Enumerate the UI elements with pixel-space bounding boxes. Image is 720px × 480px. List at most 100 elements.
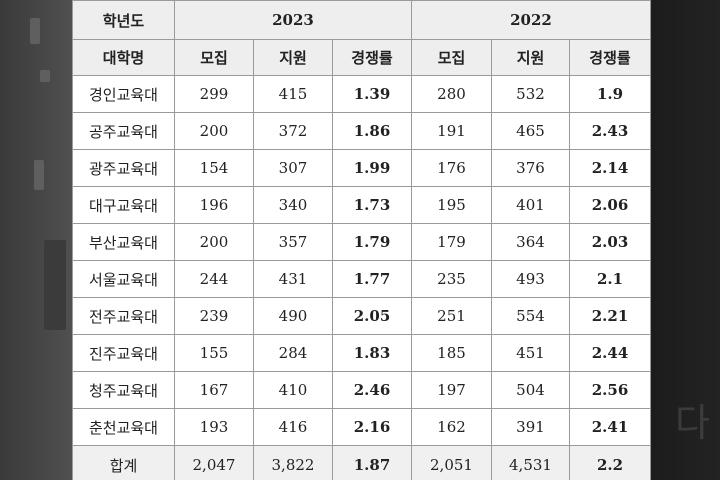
recruit-2022-cell: 185 <box>411 334 492 372</box>
background-mark <box>44 240 66 330</box>
university-name-cell: 경인교육대 <box>72 75 175 113</box>
applicants-2022-cell: 364 <box>491 223 570 261</box>
table-row: 전주교육대 239 490 2.05 251 554 2.21 <box>72 297 651 335</box>
recruit-2023-cell: 155 <box>174 334 254 372</box>
admission-table-container: 학년도 2023 2022 대학명 모집 지원 경쟁률 모집 지원 경쟁률 경인… <box>72 0 651 480</box>
applicants-2023-cell: 307 <box>253 149 333 187</box>
applicants-2023-cell: 410 <box>253 371 333 409</box>
background-left-panel <box>0 0 72 480</box>
recruit-2023-cell: 299 <box>174 75 254 113</box>
column-header-recruit-2022: 모집 <box>411 39 492 76</box>
table-total-row: 합계 2,047 3,822 1.87 2,051 4,531 2.2 <box>72 445 651 480</box>
recruit-2022-cell: 195 <box>411 186 492 224</box>
column-header-recruit-2023: 모집 <box>174 39 254 76</box>
column-header-applicants-2023: 지원 <box>253 39 333 76</box>
recruit-2023-cell: 193 <box>174 408 254 446</box>
applicants-2022-cell: 401 <box>491 186 570 224</box>
background-mark <box>30 18 40 44</box>
table-header-years-row: 학년도 2023 2022 <box>72 0 651 40</box>
admission-competition-table: 학년도 2023 2022 대학명 모집 지원 경쟁률 모집 지원 경쟁률 경인… <box>72 0 651 480</box>
university-name-cell: 전주교육대 <box>72 297 175 335</box>
applicants-2023-cell: 431 <box>253 260 333 298</box>
recruit-2023-cell: 244 <box>174 260 254 298</box>
column-header-competition-2022: 경쟁률 <box>569 39 651 76</box>
university-name-cell: 공주교육대 <box>72 112 175 150</box>
applicants-2023-cell: 415 <box>253 75 333 113</box>
competition-2022-cell: 2.41 <box>569 408 651 446</box>
total-applicants-2023: 3,822 <box>253 445 333 480</box>
year-label-cell: 학년도 <box>72 0 175 40</box>
total-competition-2023: 1.87 <box>332 445 412 480</box>
competition-2022-cell: 2.06 <box>569 186 651 224</box>
table-row: 공주교육대 200 372 1.86 191 465 2.43 <box>72 112 651 150</box>
total-competition-2022: 2.2 <box>569 445 651 480</box>
column-header-applicants-2022: 지원 <box>491 39 570 76</box>
applicants-2023-cell: 372 <box>253 112 333 150</box>
applicants-2022-cell: 451 <box>491 334 570 372</box>
university-name-cell: 청주교육대 <box>72 371 175 409</box>
recruit-2022-cell: 179 <box>411 223 492 261</box>
competition-2023-cell: 1.77 <box>332 260 412 298</box>
applicants-2022-cell: 465 <box>491 112 570 150</box>
competition-2022-cell: 2.21 <box>569 297 651 335</box>
total-label-cell: 합계 <box>72 445 175 480</box>
competition-2023-cell: 2.16 <box>332 408 412 446</box>
table-row: 광주교육대 154 307 1.99 176 376 2.14 <box>72 149 651 187</box>
competition-2022-cell: 2.1 <box>569 260 651 298</box>
competition-2022-cell: 2.43 <box>569 112 651 150</box>
recruit-2023-cell: 239 <box>174 297 254 335</box>
university-name-cell: 대구교육대 <box>72 186 175 224</box>
total-applicants-2022: 4,531 <box>491 445 570 480</box>
applicants-2022-cell: 554 <box>491 297 570 335</box>
competition-2023-cell: 2.05 <box>332 297 412 335</box>
university-name-cell: 춘천교육대 <box>72 408 175 446</box>
university-name-cell: 서울교육대 <box>72 260 175 298</box>
applicants-2023-cell: 284 <box>253 334 333 372</box>
applicants-2023-cell: 490 <box>253 297 333 335</box>
recruit-2023-cell: 200 <box>174 223 254 261</box>
background-mark <box>34 160 44 190</box>
column-header-competition-2023: 경쟁률 <box>332 39 412 76</box>
table-header-columns-row: 대학명 모집 지원 경쟁률 모집 지원 경쟁률 <box>72 39 651 76</box>
university-name-cell: 진주교육대 <box>72 334 175 372</box>
background-mark <box>40 70 50 82</box>
year-2023-header: 2023 <box>174 0 412 40</box>
applicants-2022-cell: 504 <box>491 371 570 409</box>
recruit-2023-cell: 200 <box>174 112 254 150</box>
applicants-2023-cell: 416 <box>253 408 333 446</box>
total-recruit-2022: 2,051 <box>411 445 492 480</box>
table-row: 청주교육대 167 410 2.46 197 504 2.56 <box>72 371 651 409</box>
competition-2023-cell: 1.83 <box>332 334 412 372</box>
competition-2023-cell: 1.99 <box>332 149 412 187</box>
applicants-2022-cell: 376 <box>491 149 570 187</box>
competition-2022-cell: 1.9 <box>569 75 651 113</box>
competition-2023-cell: 1.79 <box>332 223 412 261</box>
applicants-2023-cell: 340 <box>253 186 333 224</box>
competition-2023-cell: 1.39 <box>332 75 412 113</box>
background-watermark: 다 <box>675 401 712 445</box>
recruit-2023-cell: 167 <box>174 371 254 409</box>
applicants-2023-cell: 357 <box>253 223 333 261</box>
competition-2023-cell: 1.73 <box>332 186 412 224</box>
recruit-2022-cell: 191 <box>411 112 492 150</box>
recruit-2023-cell: 196 <box>174 186 254 224</box>
table-row: 경인교육대 299 415 1.39 280 532 1.9 <box>72 75 651 113</box>
table-row: 진주교육대 155 284 1.83 185 451 2.44 <box>72 334 651 372</box>
recruit-2022-cell: 235 <box>411 260 492 298</box>
competition-2023-cell: 2.46 <box>332 371 412 409</box>
total-recruit-2023: 2,047 <box>174 445 254 480</box>
university-label-cell: 대학명 <box>72 39 175 76</box>
university-name-cell: 광주교육대 <box>72 149 175 187</box>
applicants-2022-cell: 493 <box>491 260 570 298</box>
year-2022-header: 2022 <box>411 0 651 40</box>
competition-2022-cell: 2.03 <box>569 223 651 261</box>
competition-2022-cell: 2.56 <box>569 371 651 409</box>
table-row: 대구교육대 196 340 1.73 195 401 2.06 <box>72 186 651 224</box>
recruit-2023-cell: 154 <box>174 149 254 187</box>
competition-2022-cell: 2.44 <box>569 334 651 372</box>
table-row: 부산교육대 200 357 1.79 179 364 2.03 <box>72 223 651 261</box>
recruit-2022-cell: 162 <box>411 408 492 446</box>
table-row: 서울교육대 244 431 1.77 235 493 2.1 <box>72 260 651 298</box>
applicants-2022-cell: 391 <box>491 408 570 446</box>
